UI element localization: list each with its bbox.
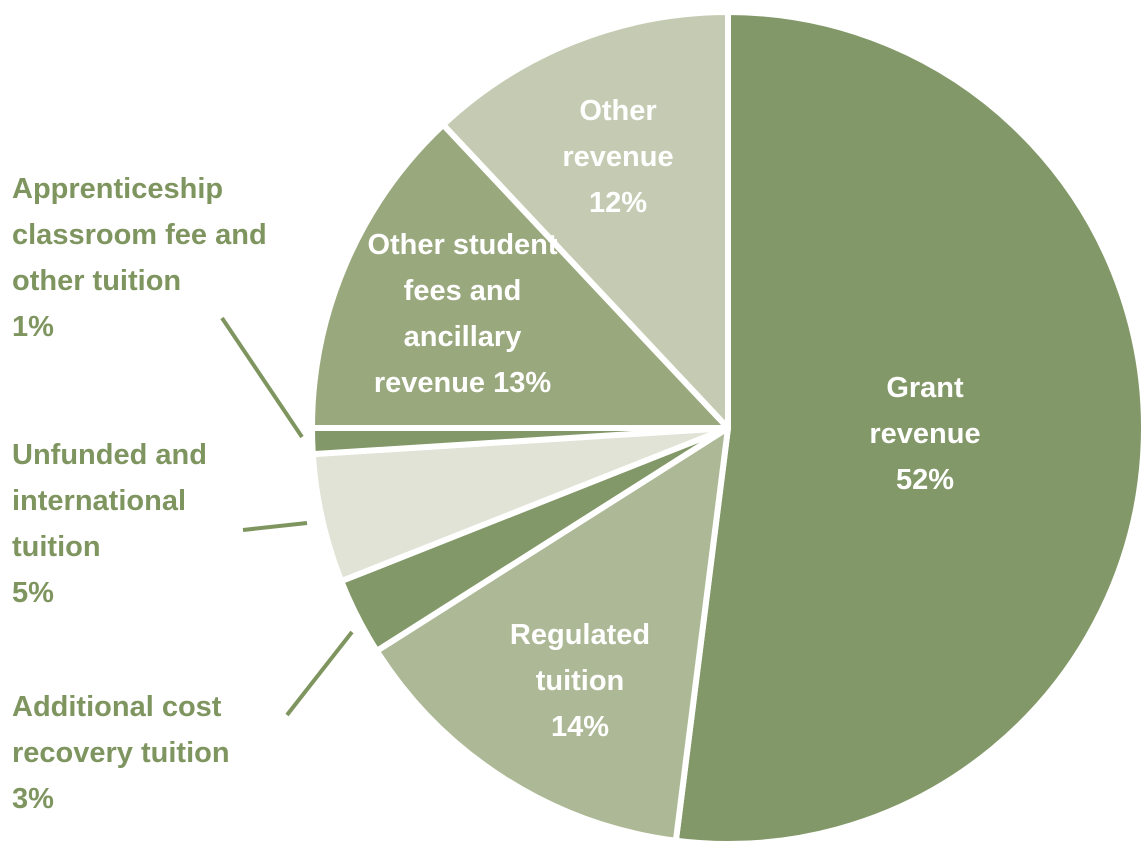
leader-line	[242, 521, 308, 532]
category-label: Regulated tuition	[509, 619, 651, 697]
leader-lines	[220, 316, 354, 717]
value-label: 52%	[895, 464, 955, 496]
value-label: 12%	[588, 187, 648, 219]
slice-label: Unfunded and international tuition 5%	[12, 432, 257, 616]
pie-slice	[440, 9, 731, 431]
category-label: Unfunded and international tuition	[12, 439, 207, 563]
leader-line	[220, 316, 304, 439]
slice-label: Additional cost recovery tuition 3%	[12, 684, 282, 822]
pie-slice	[309, 121, 731, 431]
slice-label: Apprenticeship classroom fee and other t…	[12, 166, 312, 350]
pie-slice	[672, 9, 1143, 846]
slice-label: Grant revenue 52%	[850, 365, 1000, 503]
pie-slice	[373, 425, 731, 844]
value-label: 13%	[493, 367, 552, 399]
slice-label: Other revenue 12%	[548, 88, 688, 226]
value-label: 1%	[12, 311, 54, 343]
slice-label: Other student fees and ancillary revenue…	[355, 222, 570, 406]
category-label: Other revenue	[562, 95, 674, 173]
leader-line	[285, 630, 354, 717]
category-label: Apprenticeship classroom fee and other t…	[12, 173, 267, 297]
category-label: Other student fees and ancillary revenue	[367, 229, 558, 399]
slice-label: Regulated tuition 14%	[480, 612, 680, 750]
value-label: 14%	[550, 711, 610, 743]
value-label: 5%	[12, 577, 54, 609]
category-label: Additional cost recovery tuition	[12, 691, 230, 769]
category-label: Grant revenue	[869, 372, 981, 450]
value-label: 3%	[12, 783, 54, 815]
